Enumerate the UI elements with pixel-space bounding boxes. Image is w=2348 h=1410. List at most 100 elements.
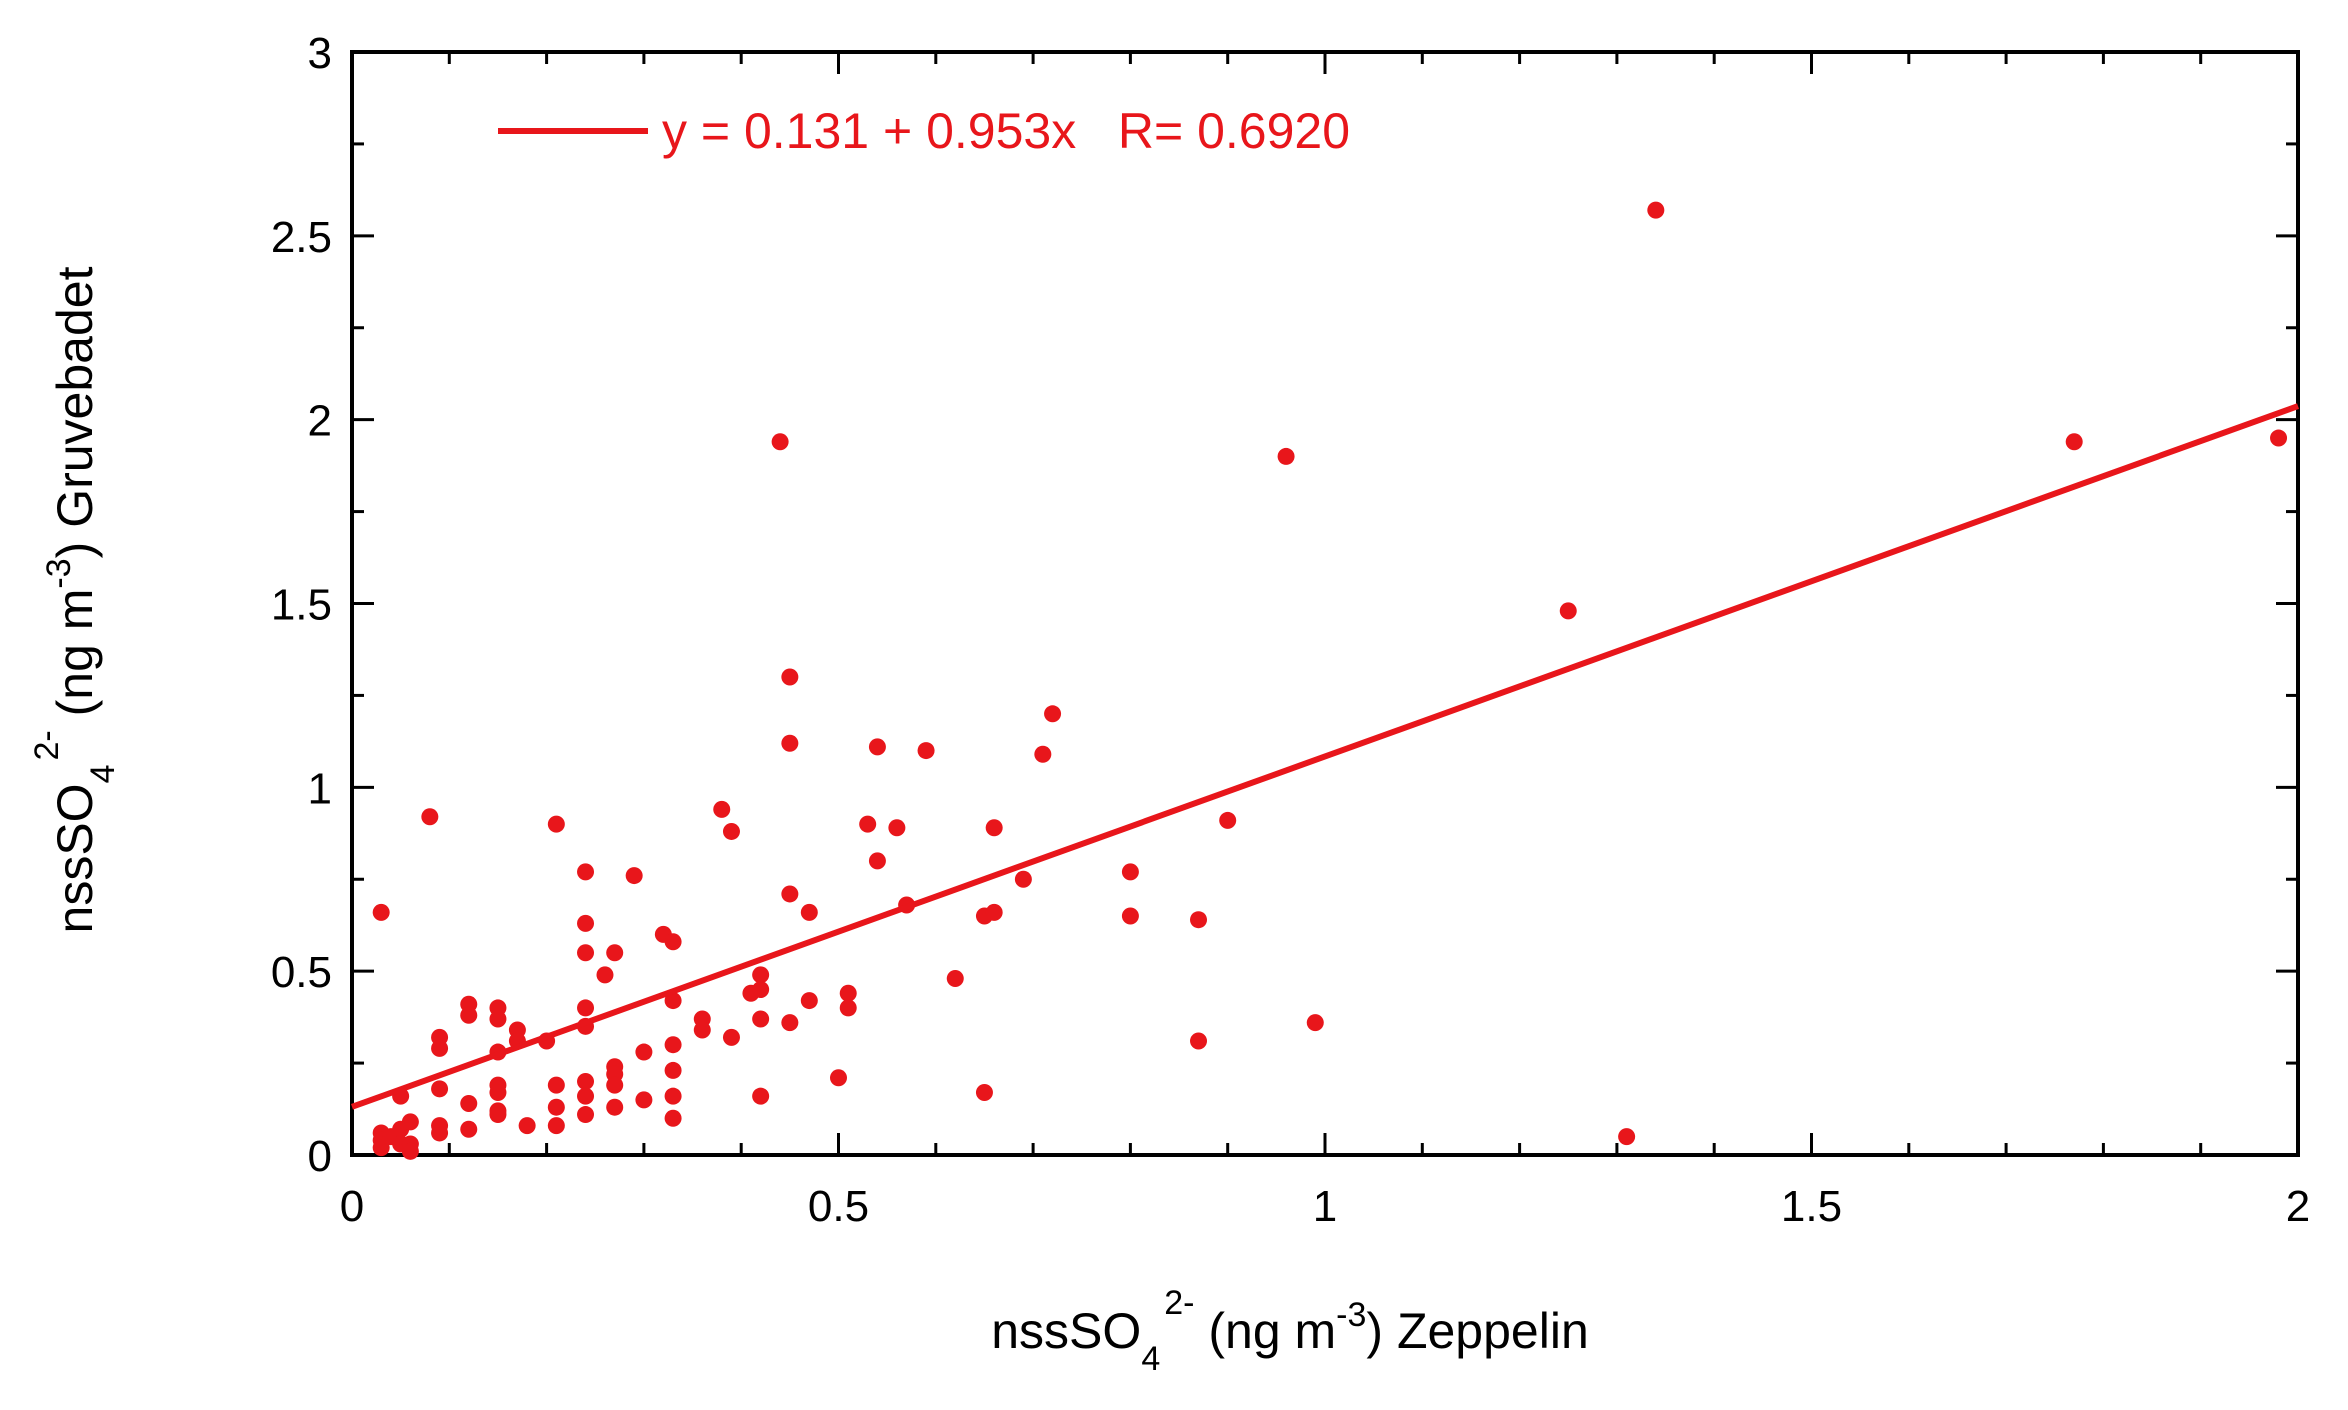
- data-point: [2270, 429, 2288, 447]
- data-point: [518, 1117, 536, 1135]
- data-point: [800, 903, 818, 921]
- data-point: [800, 992, 818, 1010]
- x-axis-ticks: 0 0.5 1 1.5 2: [340, 52, 2310, 1231]
- data-point: [577, 999, 595, 1017]
- data-point: [1121, 863, 1139, 881]
- data-point: [460, 1095, 478, 1113]
- data-point: [713, 800, 731, 818]
- data-point: [372, 903, 390, 921]
- data-point: [431, 1039, 449, 1057]
- legend-label: y = 0.131 + 0.953x R= 0.6920: [662, 103, 1350, 159]
- data-point: [577, 914, 595, 932]
- x-tick-label: 2: [2286, 1182, 2310, 1231]
- plot-frame: [350, 50, 2300, 1157]
- y-tick-label: 1: [308, 764, 332, 813]
- data-point: [859, 815, 877, 833]
- data-point: [664, 1109, 682, 1127]
- data-point: [460, 1120, 478, 1138]
- data-point: [635, 1091, 653, 1109]
- data-point: [372, 1139, 390, 1157]
- data-point: [1647, 201, 1665, 219]
- data-point: [1190, 911, 1208, 929]
- data-point: [888, 819, 906, 837]
- data-point: [421, 808, 439, 826]
- data-point: [401, 1142, 419, 1160]
- data-point: [664, 1036, 682, 1054]
- x-tick-label: 0.5: [808, 1182, 869, 1231]
- data-point: [985, 903, 1003, 921]
- data-point: [1306, 1014, 1324, 1032]
- data-point: [839, 984, 857, 1002]
- data-point: [460, 1006, 478, 1024]
- x-axis-title: nssSO42- (ng m-3) Zeppelin: [991, 1284, 1589, 1378]
- data-point: [722, 1028, 740, 1046]
- data-point: [1034, 745, 1052, 763]
- data-point: [752, 1087, 770, 1105]
- data-point: [664, 992, 682, 1010]
- data-point: [664, 1061, 682, 1079]
- data-point: [1618, 1128, 1636, 1146]
- data-point: [771, 433, 789, 451]
- data-point: [946, 970, 964, 988]
- data-point: [1014, 870, 1032, 888]
- data-point: [635, 1043, 653, 1061]
- data-point: [752, 966, 770, 984]
- plot-border: [350, 50, 2300, 1157]
- y-tick-label: 0.5: [271, 948, 332, 997]
- data-point: [577, 1072, 595, 1090]
- data-point: [401, 1113, 419, 1131]
- legend: y = 0.131 + 0.953x R= 0.6920: [498, 103, 1350, 159]
- x-tick-label: 1: [1313, 1182, 1337, 1231]
- data-point: [596, 966, 614, 984]
- data-point: [547, 1098, 565, 1116]
- data-point: [606, 1098, 624, 1116]
- y-tick-label: 1.5: [271, 581, 332, 630]
- data-points: [372, 201, 2288, 1160]
- data-point: [489, 1106, 507, 1124]
- data-point: [489, 1083, 507, 1101]
- x-tick-label: 0: [340, 1182, 364, 1231]
- data-point: [1277, 447, 1295, 465]
- data-point: [752, 1010, 770, 1028]
- y-tick-label: 0: [308, 1132, 332, 1181]
- data-point: [868, 738, 886, 756]
- data-point: [1121, 907, 1139, 925]
- data-point: [664, 933, 682, 951]
- y-tick-label: 2.5: [271, 213, 332, 262]
- data-point: [547, 815, 565, 833]
- data-point: [431, 1080, 449, 1098]
- data-point: [1559, 602, 1577, 620]
- data-point: [547, 1076, 565, 1094]
- y-axis-ticks: 0 0.5 1 1.5 2 2.5 3: [271, 29, 2298, 1181]
- data-point: [868, 852, 886, 870]
- data-point: [577, 863, 595, 881]
- data-point: [781, 668, 799, 686]
- data-point: [1190, 1032, 1208, 1050]
- data-point: [830, 1069, 847, 1087]
- data-point: [489, 1010, 507, 1028]
- y-tick-label: 2: [308, 397, 332, 446]
- data-point: [722, 822, 740, 840]
- data-point: [1044, 705, 1062, 723]
- data-point: [577, 944, 595, 962]
- x-tick-label: 1.5: [1781, 1182, 1842, 1231]
- y-axis-title: nssSO42- (ng m-3) Gruvebadet: [28, 266, 122, 933]
- data-point: [577, 1106, 595, 1124]
- data-point: [547, 1117, 565, 1135]
- data-point: [664, 1087, 682, 1105]
- data-point: [606, 944, 624, 962]
- data-point: [975, 1083, 993, 1101]
- data-point: [985, 819, 1003, 837]
- data-point: [2065, 433, 2083, 451]
- data-point: [781, 734, 799, 752]
- data-point: [917, 742, 935, 760]
- data-point: [431, 1124, 449, 1142]
- y-tick-label: 3: [308, 29, 332, 78]
- data-point: [693, 1021, 711, 1039]
- data-point: [781, 1014, 799, 1032]
- data-point: [577, 1087, 595, 1105]
- regression-line: [350, 403, 2300, 1110]
- data-point: [839, 999, 857, 1017]
- data-point: [606, 1076, 624, 1094]
